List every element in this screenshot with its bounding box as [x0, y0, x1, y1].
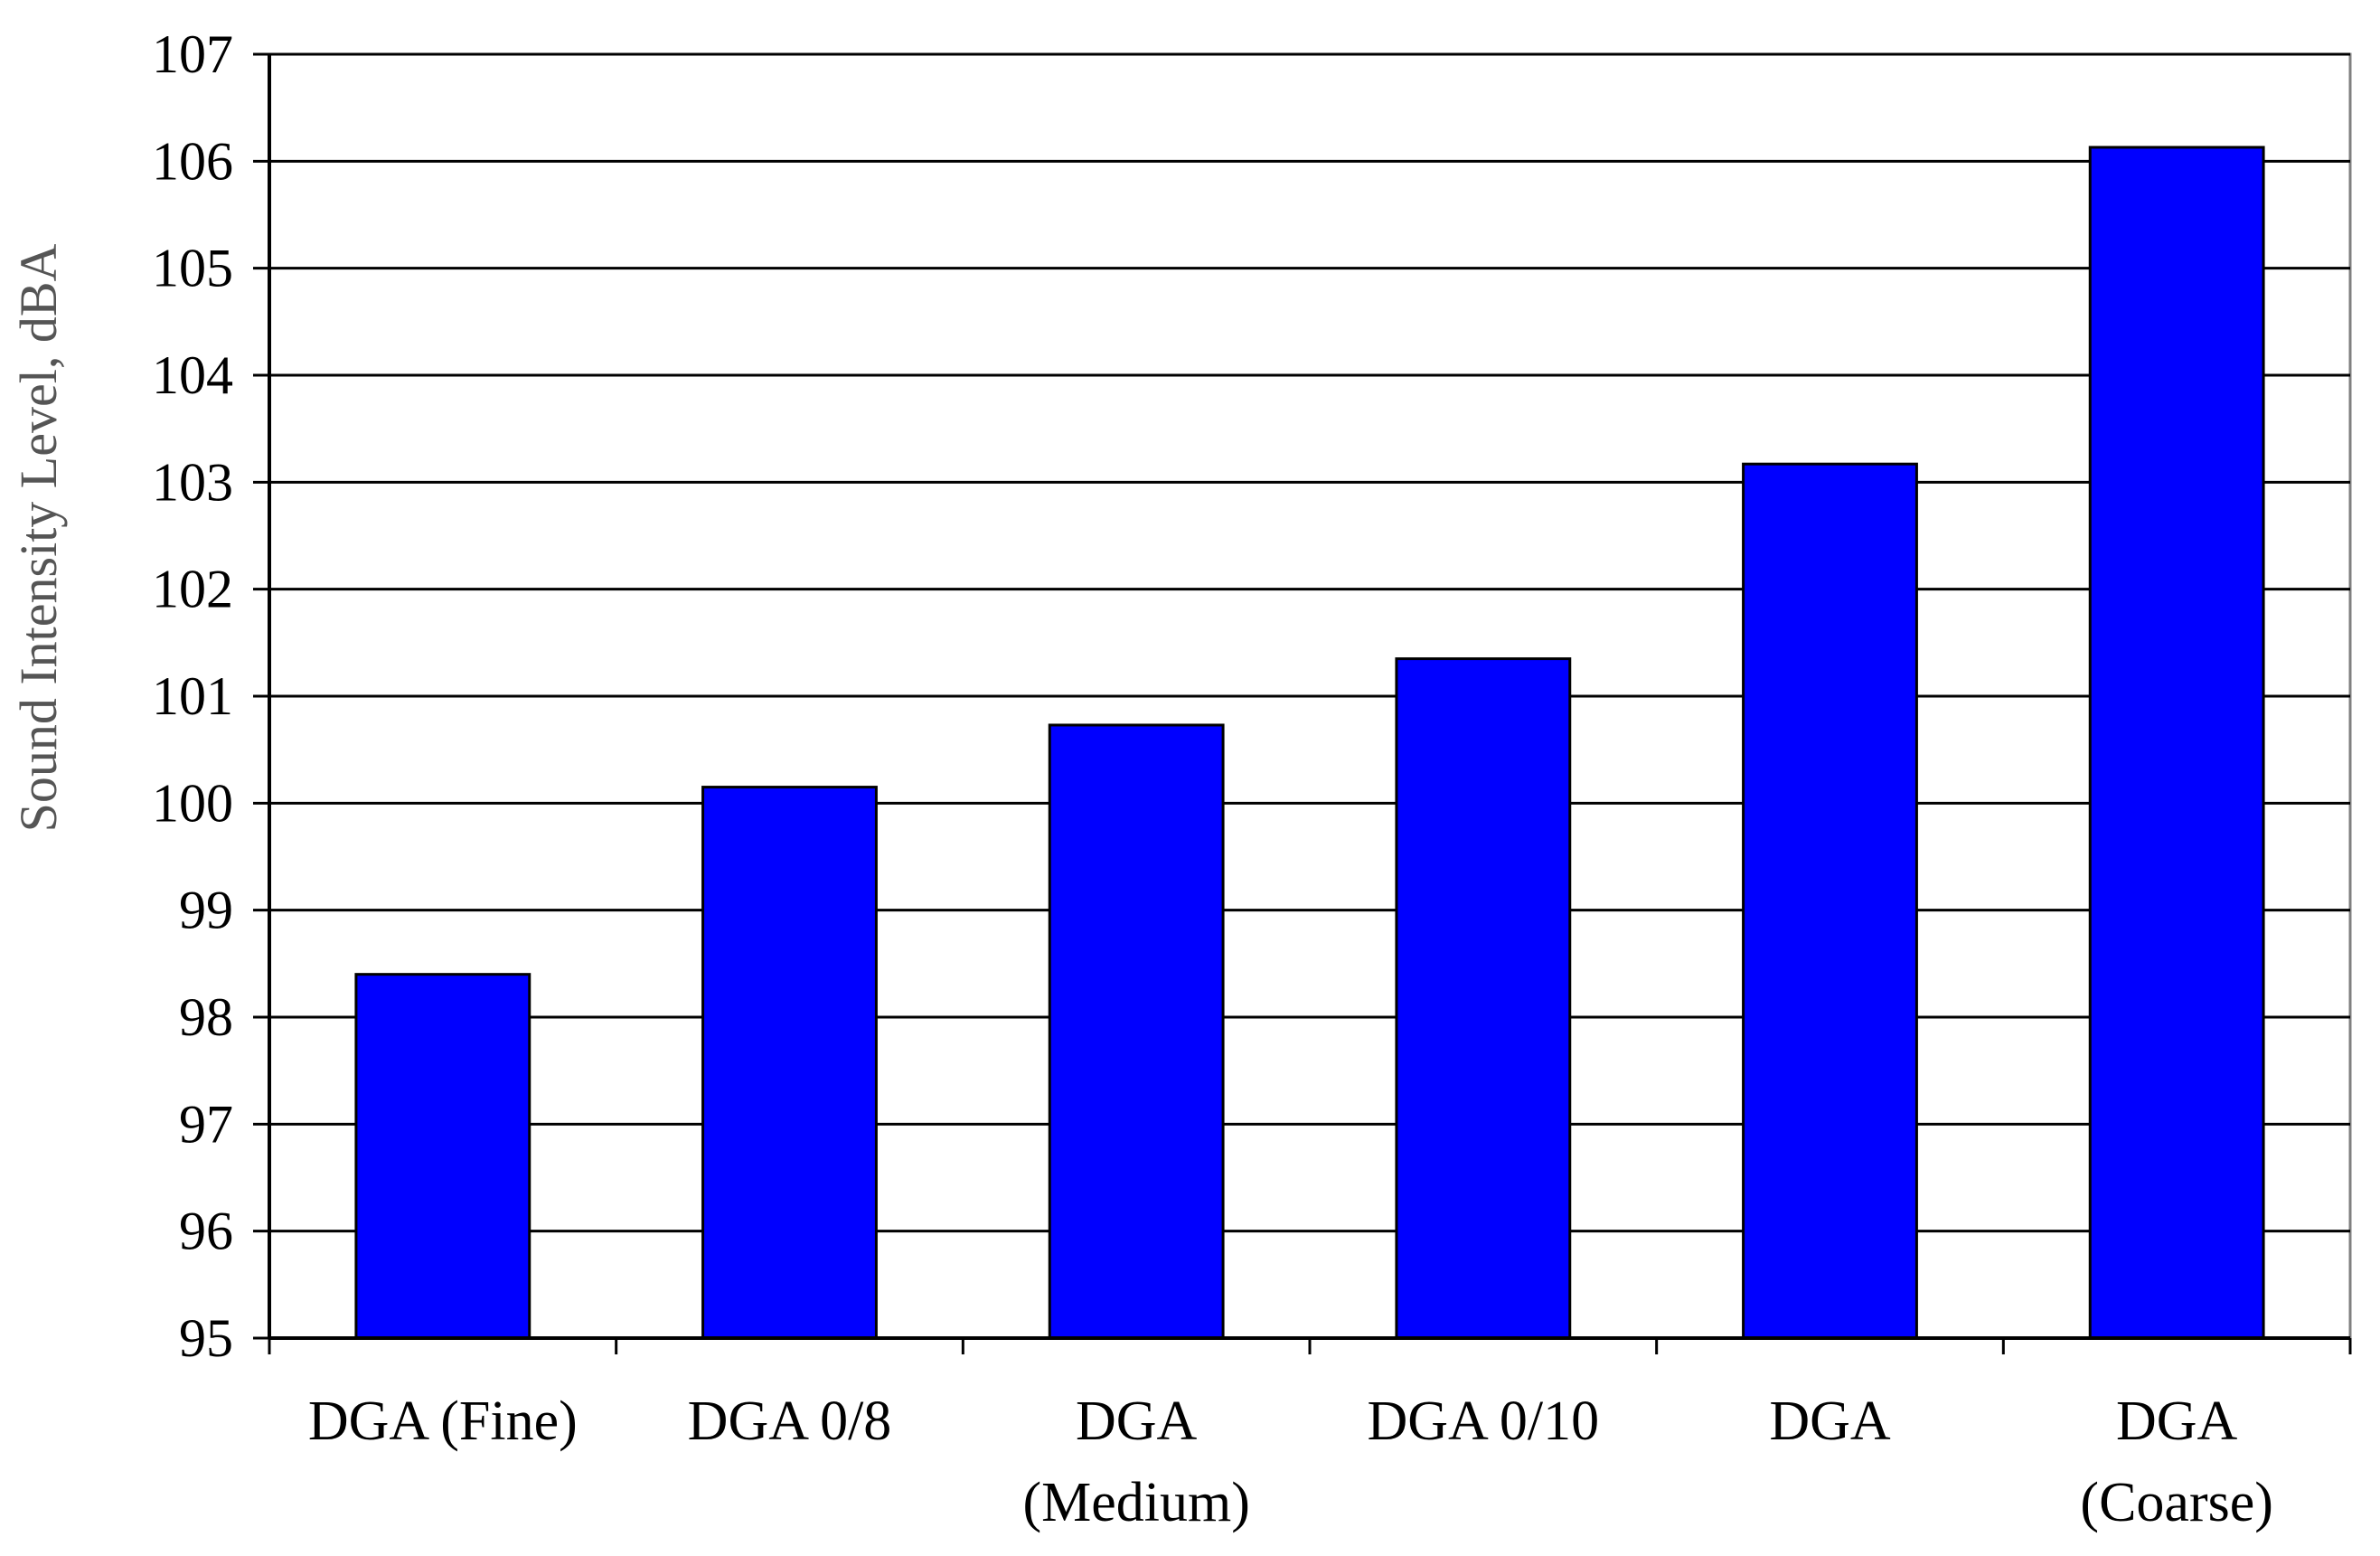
axes: [253, 52, 2352, 1354]
y-tick-label: 107: [152, 24, 233, 84]
y-tick-label: 102: [152, 560, 233, 619]
y-tick-label: 95: [179, 1308, 233, 1368]
y-tick-label: 99: [179, 881, 233, 940]
y-tick-label: 106: [152, 131, 233, 191]
y-tick-label: 98: [179, 987, 233, 1047]
y-axis-title: Sound Intensity Level, dBA: [9, 243, 68, 832]
x-tick-labels: DGA (Fine) DGA 0/8 DGA (Medium) DGA 0/10 DGA D…: [308, 1391, 2273, 1533]
y-tick-label: 103: [152, 452, 233, 512]
bar: [354, 973, 532, 1340]
x-category-label: (Medium): [1022, 1472, 1249, 1533]
bar: [1395, 657, 1572, 1340]
bar: [1742, 462, 1918, 1340]
y-tick-label: 97: [179, 1094, 233, 1154]
x-category-label: DGA: [1076, 1391, 1198, 1452]
x-category-label: DGA (Fine): [308, 1391, 578, 1452]
x-category-label: DGA 0/10: [1368, 1391, 1600, 1452]
bar: [2088, 146, 2265, 1340]
bar: [1048, 723, 1225, 1340]
y-tick-label: 105: [152, 239, 233, 298]
x-category-label: DGA: [2116, 1391, 2238, 1452]
y-tick-labels: 95 96 97 98 99 100 101 102 103 104 105 106 107: [152, 24, 233, 1368]
bar: [701, 786, 878, 1340]
bars: [354, 146, 2265, 1340]
x-category-label: DGA: [1769, 1391, 1891, 1452]
y-tick-label: 101: [152, 666, 233, 726]
x-category-label: DGA 0/8: [688, 1391, 892, 1452]
y-tick-label: 100: [152, 773, 233, 833]
x-category-label: (Coarse): [2080, 1472, 2272, 1533]
gridlines: [268, 52, 2352, 1340]
y-tick-label: 96: [179, 1202, 233, 1261]
y-tick-label: 104: [152, 345, 233, 405]
